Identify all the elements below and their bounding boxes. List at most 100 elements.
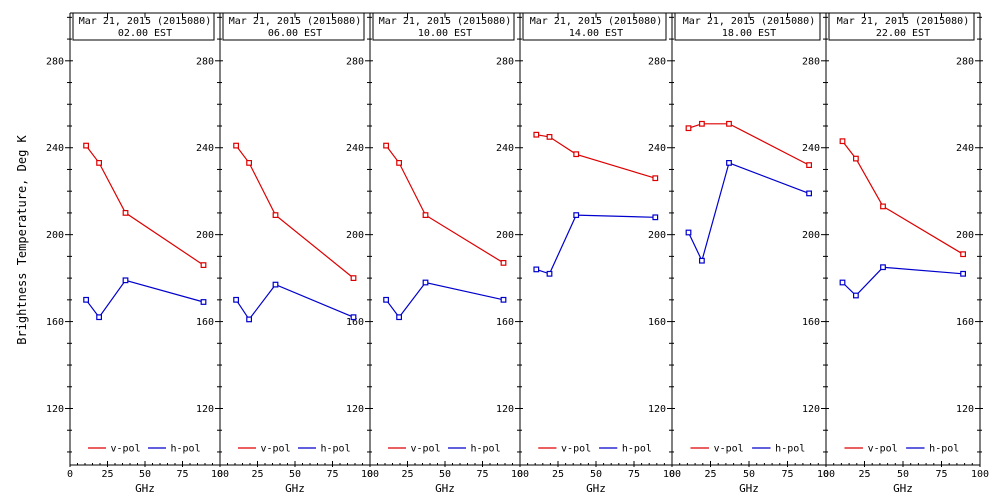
h-pol-marker bbox=[573, 212, 580, 219]
x-tick-label: 25 bbox=[858, 469, 870, 480]
x-tick-label: 100 bbox=[817, 469, 835, 480]
x-tick-label: 100 bbox=[511, 469, 529, 480]
legend-v-pol-label: v-pol bbox=[868, 444, 898, 455]
v-pol-marker bbox=[698, 120, 705, 127]
x-tick-label: 0 bbox=[367, 469, 373, 480]
h-pol-marker bbox=[233, 296, 240, 303]
y-tick-label: 120 bbox=[346, 404, 364, 415]
x-tick-label: 0 bbox=[823, 469, 829, 480]
x-axis-label: GHz bbox=[285, 482, 305, 495]
v-pol-marker bbox=[533, 131, 540, 138]
h-pol-marker bbox=[652, 214, 659, 221]
v-pol-marker bbox=[350, 275, 357, 281]
y-tick-label: 200 bbox=[802, 230, 820, 241]
x-tick-label: 25 bbox=[552, 469, 564, 480]
x-tick-label: 25 bbox=[251, 469, 263, 480]
panel-title: Mar 21, 2015 (2015080) bbox=[683, 16, 815, 27]
h-pol-line bbox=[536, 214, 656, 275]
y-tick-label: 240 bbox=[956, 143, 974, 154]
y-tick-label: 120 bbox=[196, 404, 214, 415]
y-tick-label: 240 bbox=[648, 143, 666, 154]
panel-title-box bbox=[222, 12, 365, 41]
y-tick-label: 160 bbox=[956, 317, 974, 328]
v-pol-line bbox=[536, 134, 656, 179]
v-pol-marker bbox=[500, 260, 507, 266]
v-pol-marker bbox=[573, 151, 580, 158]
h-pol-marker bbox=[350, 314, 357, 321]
panel-title: Mar 21, 2015 (2015080) bbox=[837, 16, 969, 27]
x-tick-label: 50 bbox=[439, 469, 451, 480]
x-axis-label: GHz bbox=[435, 482, 455, 495]
y-tick-label: 160 bbox=[648, 317, 666, 328]
panel-subtitle: 06.00 EST bbox=[268, 28, 322, 39]
x-tick-label: 100 bbox=[663, 469, 681, 480]
y-tick-label: 160 bbox=[346, 317, 364, 328]
y-tick-label: 160 bbox=[802, 317, 820, 328]
panel-title-box bbox=[674, 12, 821, 41]
y-tick-label: 120 bbox=[496, 404, 514, 415]
v-pol-marker bbox=[96, 160, 103, 166]
y-tick-label: 200 bbox=[956, 230, 974, 241]
x-tick-label: 0 bbox=[67, 469, 73, 480]
h-pol-marker bbox=[200, 299, 207, 305]
v-pol-line bbox=[235, 145, 354, 279]
h-pol-marker bbox=[698, 257, 705, 264]
x-tick-label: 50 bbox=[590, 469, 602, 480]
y-tick-label: 120 bbox=[648, 404, 666, 415]
y-tick-label: 280 bbox=[496, 56, 514, 67]
v-pol-line bbox=[842, 140, 964, 255]
panel-title-box bbox=[372, 12, 515, 41]
y-tick-label: 200 bbox=[496, 230, 514, 241]
panel-subtitle: 02.00 EST bbox=[118, 28, 172, 39]
x-tick-label: 50 bbox=[139, 469, 151, 480]
x-tick-label: 75 bbox=[176, 469, 188, 480]
x-tick-label: 25 bbox=[704, 469, 716, 480]
legend-h-pol-label: h-pol bbox=[471, 444, 501, 455]
x-tick-label: 75 bbox=[628, 469, 640, 480]
h-pol-line bbox=[687, 162, 810, 263]
x-axis-label: GHz bbox=[739, 482, 759, 495]
v-pol-marker bbox=[726, 120, 732, 127]
panel-title-box bbox=[522, 12, 667, 41]
v-pol-marker bbox=[652, 175, 659, 182]
y-tick-label: 240 bbox=[346, 143, 364, 154]
y-tick-label: 120 bbox=[956, 404, 974, 415]
v-pol-marker bbox=[546, 134, 553, 140]
x-tick-label: 100 bbox=[211, 469, 229, 480]
h-pol-marker bbox=[852, 292, 859, 299]
v-pol-marker bbox=[246, 160, 253, 166]
y-tick-label: 160 bbox=[46, 317, 64, 328]
h-pol-marker bbox=[272, 281, 279, 288]
x-tick-label: 100 bbox=[361, 469, 379, 480]
h-pol-marker bbox=[383, 296, 389, 303]
h-pol-marker bbox=[246, 316, 253, 323]
h-pol-marker bbox=[806, 190, 812, 197]
y-tick-label: 160 bbox=[496, 317, 514, 328]
legend-v-pol-label: v-pol bbox=[111, 444, 141, 455]
legend-h-pol-label: h-pol bbox=[321, 444, 351, 455]
v-pol-marker bbox=[272, 212, 279, 219]
v-pol-marker bbox=[83, 142, 90, 149]
legend-h-pol-label: h-pol bbox=[622, 444, 652, 455]
panel-title: Mar 21, 2015 (2015080) bbox=[379, 16, 511, 27]
x-tick-label: 75 bbox=[476, 469, 488, 480]
h-pol-marker bbox=[122, 277, 129, 284]
legend-v-pol-label: v-pol bbox=[411, 444, 441, 455]
v-pol-marker bbox=[685, 125, 692, 132]
h-pol-line bbox=[235, 283, 354, 321]
x-tick-label: 25 bbox=[101, 469, 113, 480]
y-axis-title: Brightness Temperature, Deg K bbox=[15, 135, 29, 345]
y-tick-label: 240 bbox=[496, 143, 514, 154]
y-tick-label: 200 bbox=[196, 230, 214, 241]
y-tick-label: 160 bbox=[196, 317, 214, 328]
panel-subtitle: 10.00 EST bbox=[418, 28, 472, 39]
panel-title: Mar 21, 2015 (2015080) bbox=[79, 16, 211, 27]
legend-h-pol-label: h-pol bbox=[775, 444, 805, 455]
v-pol-marker bbox=[806, 162, 812, 169]
x-tick-label: 50 bbox=[897, 469, 909, 480]
h-pol-marker bbox=[396, 314, 402, 321]
panel-title: Mar 21, 2015 (2015080) bbox=[530, 16, 662, 27]
panel-title-box bbox=[72, 12, 215, 41]
